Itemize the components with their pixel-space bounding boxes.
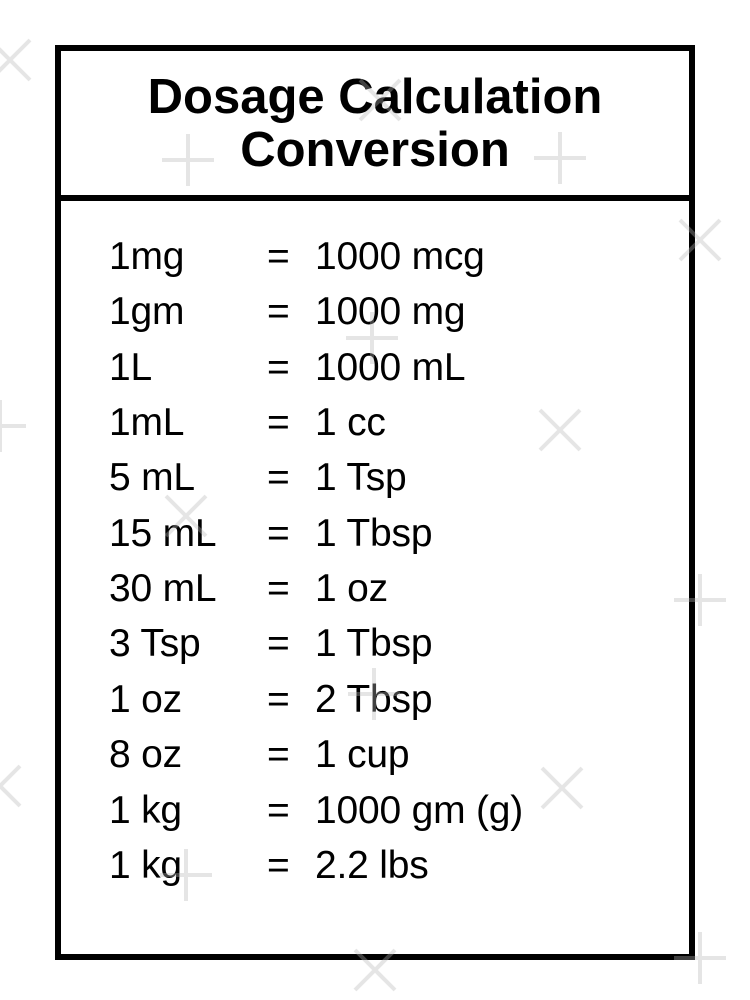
conversion-left: 1 kg: [109, 783, 267, 838]
conversion-row: 5 mL=1 Tsp: [109, 450, 659, 505]
plus-icon: [0, 396, 30, 456]
conversion-right: 1 oz: [315, 561, 659, 616]
equals-sign: =: [267, 450, 315, 505]
conversion-card: Dosage Calculation Conversion 1mg=1000 m…: [55, 45, 695, 960]
page: Dosage Calculation Conversion 1mg=1000 m…: [0, 0, 750, 1000]
equals-sign: =: [267, 395, 315, 450]
conversion-left: 15 mL: [109, 506, 267, 561]
conversion-right: 1000 mg: [315, 284, 659, 339]
equals-sign: =: [267, 284, 315, 339]
conversion-row: 3 Tsp=1 Tbsp: [109, 616, 659, 671]
conversion-right: 1 Tsp: [315, 450, 659, 505]
card-body: 1mg=1000 mcg1gm=1000 mg1L=1000 mL1mL=1 c…: [61, 201, 689, 914]
equals-sign: =: [267, 340, 315, 395]
equals-sign: =: [267, 727, 315, 782]
conversion-row: 15 mL=1 Tbsp: [109, 506, 659, 561]
conversion-right: 1 Tbsp: [315, 616, 659, 671]
equals-sign: =: [267, 672, 315, 727]
conversion-left: 1 kg: [109, 838, 267, 893]
conversion-right: 1000 mL: [315, 340, 659, 395]
conversion-row: 1L=1000 mL: [109, 340, 659, 395]
equals-sign: =: [267, 616, 315, 671]
conversion-row: 1 kg=1000 gm (g): [109, 783, 659, 838]
conversion-right: 1 cup: [315, 727, 659, 782]
equals-sign: =: [267, 783, 315, 838]
conversion-right: 1000 mcg: [315, 229, 659, 284]
conversion-right: 1 cc: [315, 395, 659, 450]
card-title: Dosage Calculation Conversion: [71, 71, 679, 177]
conversion-left: 1 oz: [109, 672, 267, 727]
conversion-row: 1mg=1000 mcg: [109, 229, 659, 284]
conversion-left: 1gm: [109, 284, 267, 339]
conversion-right: 2 Tbsp: [315, 672, 659, 727]
card-header: Dosage Calculation Conversion: [61, 51, 689, 201]
conversion-left: 1L: [109, 340, 267, 395]
conversion-row: 8 oz=1 cup: [109, 727, 659, 782]
conversion-row: 1mL=1 cc: [109, 395, 659, 450]
conversion-left: 30 mL: [109, 561, 267, 616]
conversion-left: 3 Tsp: [109, 616, 267, 671]
conversion-row: 30 mL=1 oz: [109, 561, 659, 616]
conversion-left: 5 mL: [109, 450, 267, 505]
conversion-row: 1gm=1000 mg: [109, 284, 659, 339]
x-icon: [0, 756, 30, 816]
conversion-row: 1 oz=2 Tbsp: [109, 672, 659, 727]
conversion-right: 1 Tbsp: [315, 506, 659, 561]
equals-sign: =: [267, 506, 315, 561]
x-icon: [0, 30, 40, 90]
equals-sign: =: [267, 561, 315, 616]
title-line-2: Conversion: [240, 123, 510, 177]
conversion-left: 1mL: [109, 395, 267, 450]
title-line-1: Dosage Calculation: [148, 70, 603, 124]
conversion-left: 8 oz: [109, 727, 267, 782]
conversion-row: 1 kg=2.2 lbs: [109, 838, 659, 893]
equals-sign: =: [267, 838, 315, 893]
conversion-right: 2.2 lbs: [315, 838, 659, 893]
conversion-right: 1000 gm (g): [315, 783, 659, 838]
equals-sign: =: [267, 229, 315, 284]
conversion-left: 1mg: [109, 229, 267, 284]
